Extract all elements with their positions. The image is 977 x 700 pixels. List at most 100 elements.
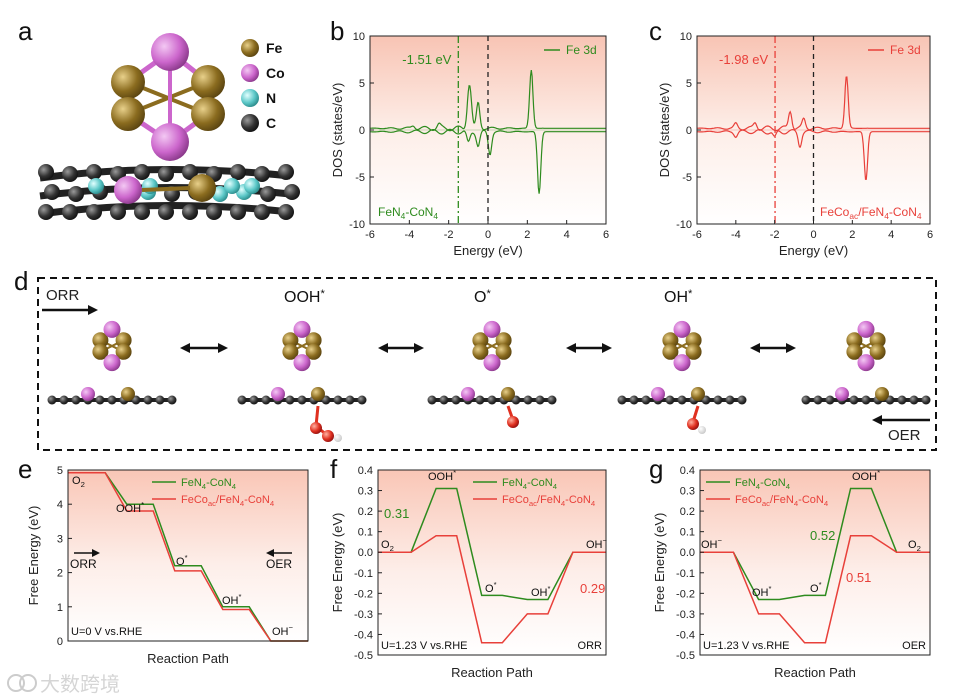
panel-label-d: d: [14, 266, 28, 296]
x-axis-label: Energy (eV): [779, 243, 848, 258]
c-atom: [254, 166, 270, 182]
c-atom: [249, 395, 259, 405]
c-atom: [134, 204, 150, 220]
state-label: OOH*: [852, 468, 880, 483]
y-tick-label: -10: [676, 219, 692, 231]
c-atom: [59, 395, 69, 405]
x-axis-label: Reaction Path: [147, 651, 229, 666]
panel-label-c: c: [649, 16, 662, 46]
y-tick-label: 0: [57, 636, 63, 648]
panel-a-structure: Fe Co NC: [38, 33, 300, 220]
arrowhead-right: [786, 343, 796, 353]
n-atom: [212, 186, 228, 202]
fe-atom: [691, 387, 705, 401]
fe-atom: [305, 332, 322, 349]
y-tick-label: 5: [686, 78, 692, 90]
c-atom: [68, 186, 84, 202]
state-label: O2: [908, 539, 921, 553]
y-tick-label: 0.1: [358, 527, 373, 539]
watermark: 大数跨境: [7, 672, 120, 696]
c-atom: [158, 204, 174, 220]
co-atom: [81, 387, 95, 401]
c-atom: [725, 395, 735, 405]
c-atom: [849, 395, 859, 405]
c-atom: [475, 395, 485, 405]
co-atom: [857, 320, 875, 338]
barrier-value-1: 0.51: [846, 570, 871, 585]
fe-atom: [92, 332, 109, 349]
co-atom: [293, 320, 311, 338]
state-label: OH*: [752, 584, 772, 599]
c-atom: [801, 395, 811, 405]
c-atom: [62, 204, 78, 220]
plot-background: [68, 470, 308, 641]
state-label: OH−: [586, 536, 608, 551]
fe-atom: [188, 174, 216, 202]
x-tick-label: 0: [810, 229, 816, 241]
x-tick-label: 2: [524, 229, 530, 241]
legend-label: Fe 3d: [890, 43, 921, 57]
co-atom: [151, 33, 189, 71]
c-atom: [167, 395, 177, 405]
y-tick-label: 5: [359, 78, 365, 90]
c-atom: [357, 395, 367, 405]
c-atom: [897, 395, 907, 405]
fe-atom: [495, 343, 512, 360]
y-tick-label: 5: [57, 465, 63, 477]
c-atom: [278, 204, 294, 220]
c-atom: [95, 395, 105, 405]
c-atom: [44, 184, 60, 200]
y-tick-label: 0.1: [680, 527, 695, 539]
dos-spin-down-line: [696, 128, 930, 180]
c-atom: [535, 395, 545, 405]
panel-label-g: g: [649, 454, 663, 484]
c-atom: [278, 164, 294, 180]
oer-arrowhead: [266, 549, 274, 557]
barrier-value-0: 0.52: [810, 528, 835, 543]
energy-path-fen4-con4: [700, 487, 930, 601]
o-atom: [322, 430, 334, 442]
legend-label-1: FeCoac/FeN4-CoN4: [502, 494, 596, 508]
reaction-states: OOH* O* OH*: [47, 288, 931, 442]
x-axis-label: Reaction Path: [774, 665, 856, 680]
legend-label-1: FeCoac/FeN4-CoN4: [735, 494, 829, 508]
c-atom: [641, 395, 651, 405]
state-label: OOH*: [116, 500, 144, 515]
c-atom: [62, 166, 78, 182]
c-atom: [260, 186, 276, 202]
x-tick-label: -2: [444, 229, 454, 241]
fe-atom: [846, 343, 863, 360]
legend-co-icon: [241, 64, 259, 82]
y-axis-label: Free Energy (eV): [652, 513, 667, 613]
legend-fe-label: Fe: [266, 40, 283, 56]
c-atom: [909, 395, 919, 405]
energy-path-fecoac: [700, 535, 930, 644]
state-label: O*: [485, 580, 497, 595]
legend-label-0: FeN4-CoN4: [181, 477, 237, 491]
fe-atom: [282, 332, 299, 349]
state-label-0: OOH*: [284, 288, 325, 306]
y-axis-label: Free Energy (eV): [26, 506, 41, 606]
c-atom: [107, 395, 117, 405]
state-label: O2: [72, 475, 85, 489]
condition-label: U=0 V vs.RHE: [71, 626, 142, 638]
co-atom: [103, 320, 121, 338]
y-tick-label: -5: [682, 172, 692, 184]
y-tick-label: 0.3: [680, 486, 695, 498]
c-atom: [713, 395, 723, 405]
c-atom: [439, 395, 449, 405]
co-atom: [461, 387, 475, 401]
state-label: O*: [176, 553, 188, 568]
x-axis-label: Energy (eV): [453, 243, 522, 258]
y-axis-label: DOS (states/eV): [657, 83, 672, 178]
c-atom: [547, 395, 557, 405]
panel-g-oer-free-energy-chart: FeN4-CoN4 FeCoac/FeN4-CoN4 OH− OH* O* OOH* O2 -…: [652, 465, 931, 680]
y-tick-label: -0.1: [354, 568, 373, 580]
material-label: FeN4-CoN4: [378, 205, 438, 221]
fe-atom: [472, 343, 489, 360]
c-atom: [487, 395, 497, 405]
co-atom: [835, 387, 849, 401]
watermark-text: 大数跨境: [40, 672, 120, 696]
panel-f-orr-free-energy-chart: FeN4-CoN4 FeCoac/FeN4-CoN4 O2 OOH* O* OH* OH− -…: [330, 465, 608, 680]
c-atom: [230, 204, 246, 220]
